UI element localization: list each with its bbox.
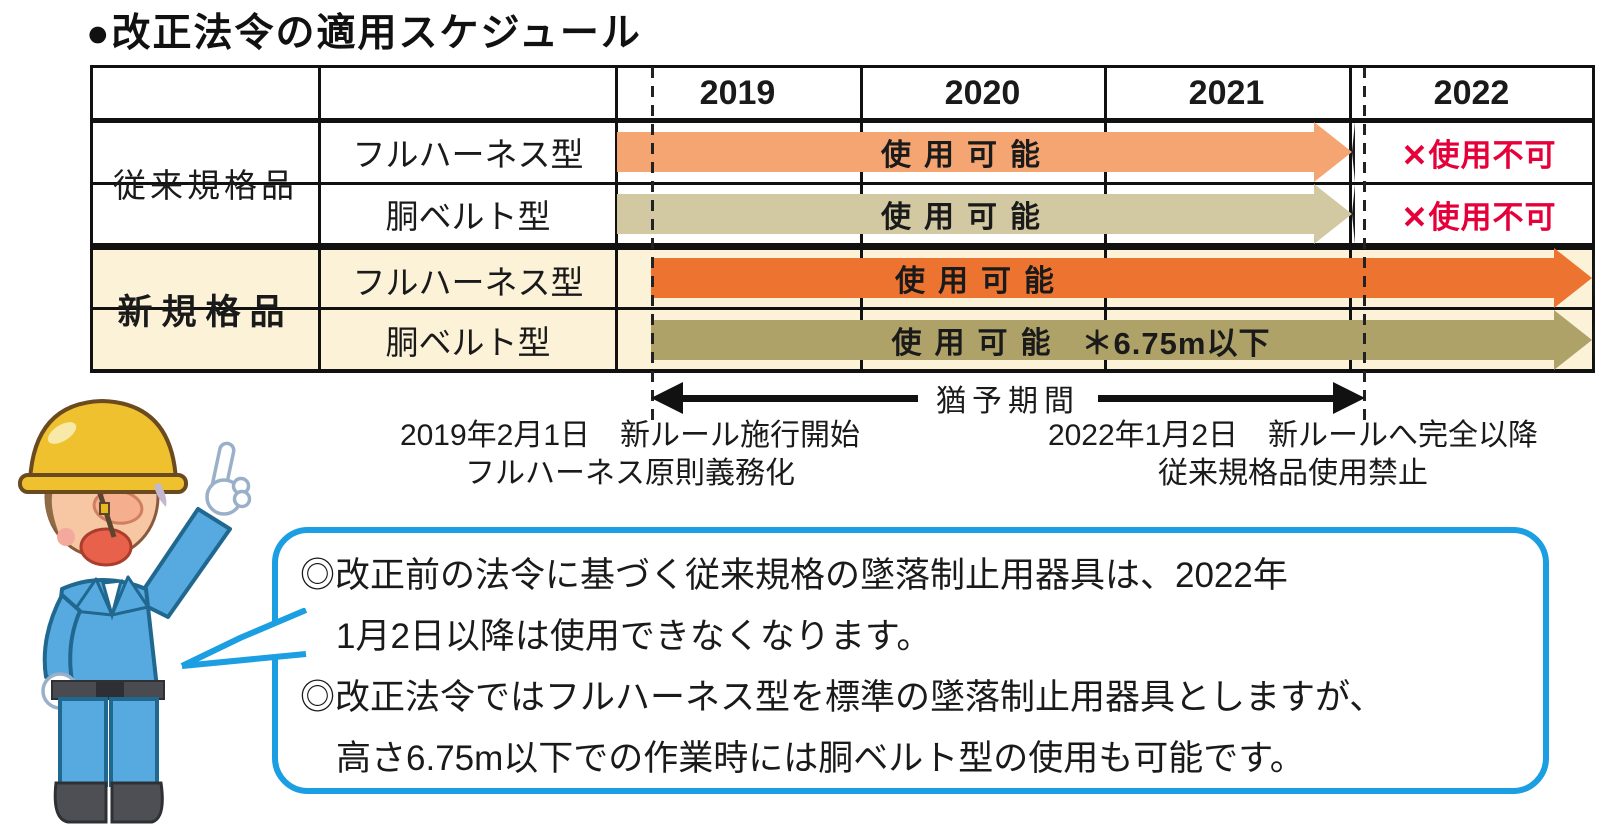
type-label-body-belt-old: 胴ベルト型 <box>385 198 551 235</box>
dashed-line-2019-02-01 <box>651 67 654 427</box>
speech-bubble: ◎改正前の法令に基づく従来規格の墜落制止用器具は、2022年 1月2日以降は使用… <box>272 527 1549 794</box>
table-line-col1-col2 <box>318 65 321 373</box>
table-border-top <box>90 65 1595 68</box>
arrow-right-icon <box>1333 382 1365 414</box>
milestone-left-line1: 2019年2月1日 新ルール施行開始 <box>399 419 861 452</box>
pointing-hand <box>205 441 252 516</box>
bubble-line-4: 高さ6.75m以下での作業時には胴ベルト型の使用も可能です。 <box>336 739 1305 778</box>
table-line-group-separator <box>90 243 1595 250</box>
prohibited-label-row1: ✕使用不可 <box>1401 137 1557 173</box>
bar-label-usable-row4: 使用可能 ＊6.75m以下 <box>651 310 1511 370</box>
bubble-line-3: ◎改正法令ではフルハーネス型を標準の墜落制止用器具としますが、 <box>300 678 1385 717</box>
gantt-arrowhead-new-body-belt <box>1554 310 1595 370</box>
year-header-2020: 2020 <box>944 73 1021 112</box>
worker-character-illustration <box>18 398 252 824</box>
type-label-body-belt-new: 胴ベルト型 <box>385 324 551 361</box>
bar-label-usable-text: 使用可能 <box>891 327 1064 360</box>
year-header-2021: 2021 <box>1188 73 1265 112</box>
table-border-bottom <box>90 369 1595 373</box>
milestone-note-left: 2019年2月1日 新ルール施行開始 フルハーネス原則義務化 <box>330 417 930 493</box>
gantt-arrowhead-conventional-full-harness <box>1314 122 1355 182</box>
page-title: ●改正法令の適用スケジュール <box>86 12 642 55</box>
table-line-row3-row4 <box>90 307 1595 310</box>
group-label-new-standard: 新規格品 <box>117 293 294 332</box>
grace-period-arrow: 猶予期間 <box>651 381 1365 418</box>
bar-label-height-note: ＊6.75m以下 <box>1081 325 1271 361</box>
year-header-2019: 2019 <box>699 73 776 112</box>
speech-bubble-text: ◎改正前の法令に基づく従来規格の墜落制止用器具は、2022年 1月2日以降は使用… <box>300 545 1527 789</box>
type-label-full-harness-new: フルハーネス型 <box>352 264 584 301</box>
gantt-arrowhead-new-full-harness <box>1554 248 1595 308</box>
dashed-line-2022-01-02 <box>1363 67 1366 427</box>
speech-bubble-tail <box>180 608 308 669</box>
milestone-right-line1: 2022年1月2日 新ルールへ完全以降 <box>1047 419 1539 452</box>
gantt-bar-new-full-harness <box>651 258 1554 298</box>
gantt-bar-conventional-body-belt <box>617 194 1314 234</box>
table-line-row1-row2 <box>90 182 1595 185</box>
table-border-left <box>90 65 93 373</box>
type-label-full-harness-old: フルハーネス型 <box>352 136 584 173</box>
gantt-bar-new-body-belt <box>651 320 1554 360</box>
grace-period-label: 猶予期間 <box>936 385 1080 418</box>
table-line-labels-timeline <box>615 65 618 373</box>
grace-arrow-shaft-right <box>1098 394 1333 402</box>
milestone-right-line2: 従来規格品使用禁止 <box>1158 457 1428 490</box>
year-header-2022: 2022 <box>1433 73 1510 112</box>
bar-label-usable-row2: 使用可能 <box>881 201 1053 234</box>
table-line-header-bottom <box>90 118 1595 123</box>
milestone-left-line2: フルハーネス原則義務化 <box>465 457 795 490</box>
bubble-line-2: 1月2日以降は使用できなくなります。 <box>336 617 932 656</box>
table-border-right <box>1592 65 1595 373</box>
milestone-note-right: 2022年1月2日 新ルールへ完全以降 従来規格品使用禁止 <box>993 417 1593 493</box>
bubble-line-1: ◎改正前の法令に基づく従来規格の墜落制止用器具は、2022年 <box>300 556 1288 595</box>
gantt-arrowhead-conventional-body-belt <box>1314 184 1355 244</box>
prohibited-label-row2: ✕使用不可 <box>1401 199 1557 235</box>
bar-label-usable-row3: 使用可能 <box>895 265 1067 298</box>
bar-label-usable-row1: 使用可能 <box>881 139 1053 172</box>
arrow-left-icon <box>651 382 683 414</box>
group-label-conventional-standard: 従来規格品 <box>113 166 298 204</box>
gantt-bar-conventional-full-harness <box>617 132 1314 172</box>
grace-arrow-shaft-left <box>683 394 918 402</box>
